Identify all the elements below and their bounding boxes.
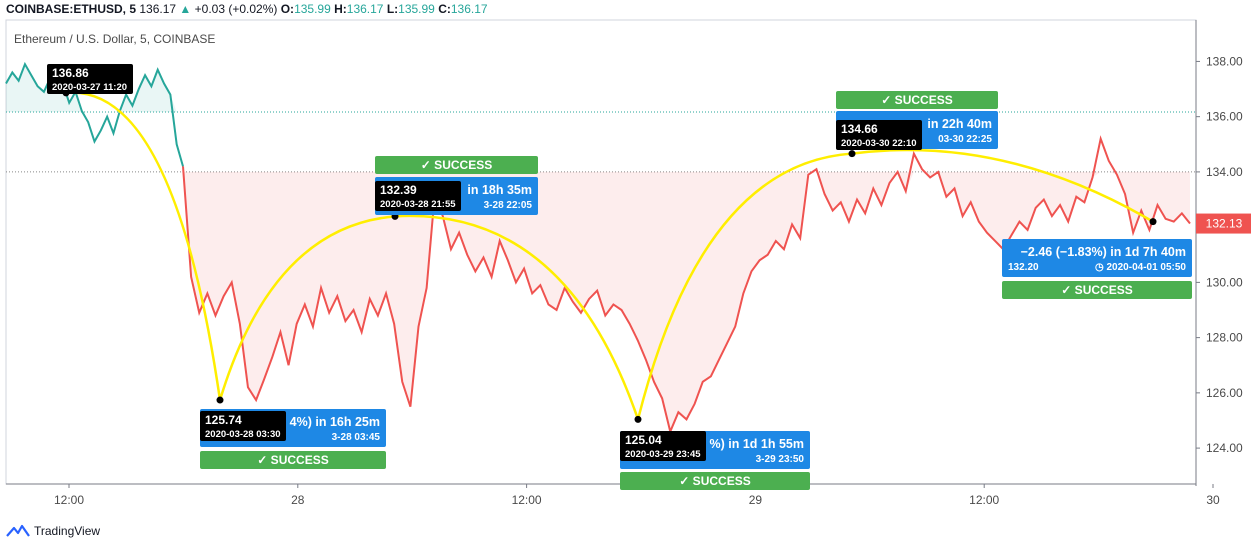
tag-price: 125.74 (205, 413, 242, 427)
y-tick-label: 128.00 (1206, 331, 1243, 345)
price-date-tag-bg (375, 181, 461, 211)
y-tick-label: 126.00 (1206, 386, 1243, 400)
open-value: 135.99 (294, 2, 331, 16)
close-label: C: (438, 2, 451, 16)
tag-price: 125.04 (625, 433, 662, 447)
success-banner (836, 91, 998, 109)
trade-point-dot (634, 415, 642, 423)
chart-subtitle: Ethereum / U.S. Dollar, 5, COINBASE (14, 32, 216, 46)
success-banner (1002, 281, 1192, 299)
y-tick-label: 124.00 (1206, 441, 1243, 455)
trade-point-dot (1149, 218, 1157, 226)
last-price: 136.17 (139, 2, 177, 16)
x-tick-label: 12:00 (512, 493, 542, 507)
success-label: ✓ SUCCESS (679, 474, 750, 488)
close-value: 136.17 (450, 2, 488, 16)
trade-point-dot (216, 396, 224, 404)
y-tick-label: 136.00 (1206, 110, 1243, 124)
tag-price: 134.66 (841, 122, 878, 136)
success-banner (200, 451, 386, 469)
open-label: O: (280, 2, 295, 16)
trade-point-dot (848, 150, 856, 158)
trade-time-text: 3-29 23:50 (756, 454, 805, 465)
x-tick-label: 29 (749, 493, 763, 507)
low-label: L: (386, 2, 399, 16)
down-area-fill (183, 171, 1190, 432)
high-label: H: (334, 2, 347, 16)
trade-time-text: 3-28 22:05 (484, 200, 533, 211)
trade-path-arc (65, 91, 222, 401)
symbol-header: COINBASE:ETHUSD, 5 136.17 ▲ +0.03 (+0.02… (6, 2, 488, 16)
tag-date: 2020-03-27 11:20 (52, 82, 127, 93)
trade-time-text: 3-28 03:45 (332, 432, 381, 443)
down-price-line (182, 135, 1191, 435)
price-date-tag: 125.74 2020-03-28 03:30 (200, 411, 286, 441)
tradingview-brand[interactable]: TradingView (6, 523, 100, 539)
tradingview-logo-icon (6, 524, 30, 537)
up-price-line (5, 61, 184, 167)
trade-change-text: 4%) in 16h 25m (290, 415, 380, 429)
price-date-tag-bg (836, 120, 922, 150)
trade-path-arc (851, 148, 1154, 223)
high-value: 136.17 (346, 2, 384, 16)
success-banner (375, 156, 538, 174)
y-tick-label: 138.00 (1206, 54, 1243, 68)
x-tick-label: 30 (1206, 493, 1220, 507)
tag-date: 2020-03-29 23:45 (625, 449, 701, 460)
price-date-tag-bg (200, 411, 286, 441)
price-change: +0.03 (+0.02%) (194, 2, 278, 16)
trade-path-arc (394, 214, 640, 420)
final-trade-price: 132.20 (1008, 262, 1039, 273)
price-date-tag: 132.39 2020-03-28 21:55 (375, 181, 461, 211)
price-date-tag-bg (47, 64, 133, 94)
tag-price: 136.86 (52, 66, 89, 80)
success-banner (620, 472, 810, 490)
success-label: ✓ SUCCESS (421, 158, 492, 172)
success-label: ✓ SUCCESS (881, 93, 952, 107)
success-label: ✓ SUCCESS (1061, 283, 1132, 297)
up-area-fill (6, 64, 183, 112)
trade-path-arc (218, 215, 396, 401)
tag-price: 132.39 (380, 183, 417, 197)
tag-date: 2020-03-28 03:30 (205, 429, 281, 440)
current-price-tag (1196, 213, 1251, 234)
x-tick-label: 28 (291, 493, 305, 507)
price-date-tag: 125.04 2020-03-29 23:45 (620, 431, 706, 461)
trade-info-box (1002, 239, 1192, 277)
x-tick-label: 12:00 (969, 493, 999, 507)
x-tick-label: 12:00 (54, 493, 84, 507)
y-tick-label: 134.00 (1206, 165, 1243, 179)
tradingview-label: TradingView (34, 524, 101, 538)
tag-date: 2020-03-30 22:10 (841, 138, 917, 149)
up-arrow-icon: ▲ (179, 2, 192, 16)
price-date-tag: 136.86 2020-03-27 11:20 (47, 64, 133, 94)
trade-change-text: in 22h 40m (927, 117, 992, 131)
trade-change-text: %) in 1d 1h 55m (710, 437, 804, 451)
symbol-label: COINBASE:ETHUSD, 5 (6, 2, 137, 16)
trade-annotation: −2.46 (−1.83%) in 1d 7h 40m ◷ 2020-04-01 … (1002, 239, 1192, 299)
y-tick-label: 130.00 (1206, 275, 1243, 289)
success-label: ✓ SUCCESS (257, 453, 328, 467)
trade-time-text: ◷ 2020-04-01 05:50 (1095, 262, 1186, 273)
price-date-tag: 134.66 2020-03-30 22:10 (836, 120, 922, 150)
trade-change-text: in 18h 35m (467, 183, 532, 197)
current-price-label: 132.13 (1206, 217, 1243, 231)
low-value: 135.99 (398, 2, 435, 16)
trade-time-text: 03-30 22:25 (938, 134, 992, 145)
price-date-tag-bg (620, 431, 706, 461)
tag-date: 2020-03-28 21:55 (380, 199, 456, 210)
trade-path-arc (636, 152, 853, 420)
trade-change-text: −2.46 (−1.83%) in 1d 7h 40m (1021, 245, 1186, 259)
